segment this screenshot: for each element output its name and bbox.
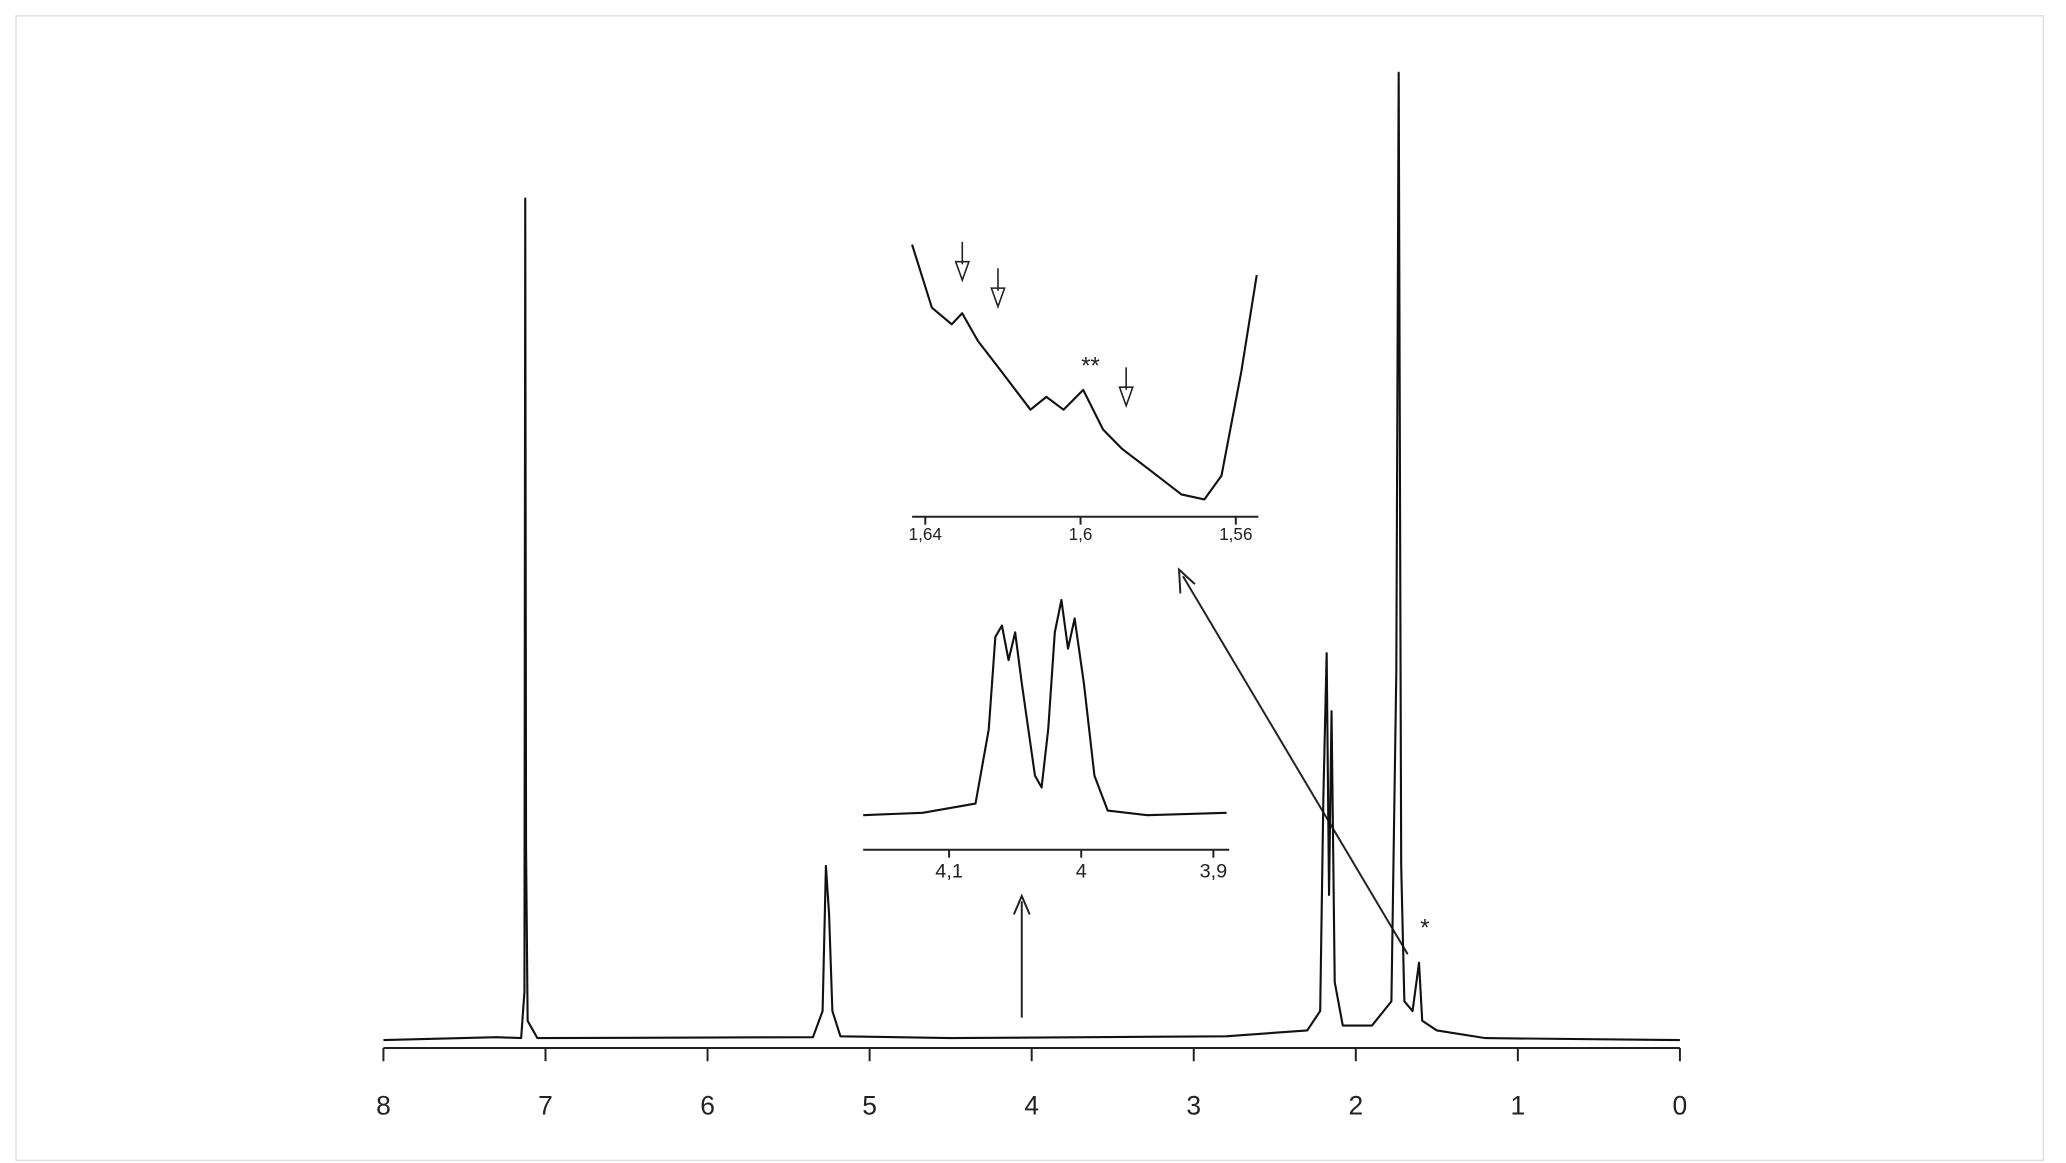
x-tick-label: 0: [1673, 1090, 1688, 1120]
annotation: **: [1081, 353, 1100, 380]
arrows: [954, 241, 1409, 1018]
x-tick-label: 3,9: [1200, 860, 1228, 882]
arrow-head: [1177, 567, 1196, 594]
arrow-head: [1012, 893, 1031, 915]
x-tick-label: 8: [376, 1090, 391, 1120]
spectrum-line: [911, 244, 1258, 501]
frame: [15, 15, 2045, 1162]
x-tick-label: 1: [1511, 1090, 1526, 1120]
hollow-arrows: [954, 241, 1134, 409]
x-tick-label: 2: [1348, 1090, 1363, 1120]
x-tick-label: 7: [538, 1090, 553, 1120]
x-tick-label: 4: [1024, 1090, 1039, 1120]
x-tick-label: 3: [1186, 1090, 1201, 1120]
x-tick-label: 5: [862, 1090, 877, 1120]
x-tick-label: 1,56: [1219, 524, 1252, 544]
x-tick-label: 4: [1076, 860, 1087, 882]
x-tick-label: 6: [700, 1090, 715, 1120]
spectrum-line: [863, 598, 1227, 817]
spectrum-line: [383, 71, 1680, 1042]
arrow: [1182, 575, 1409, 955]
x-tick-label: 1,64: [909, 524, 943, 544]
x-tick-label: 4,1: [935, 860, 963, 882]
x-tick-label: 1,6: [1069, 524, 1093, 544]
annotation: *: [1420, 914, 1429, 941]
